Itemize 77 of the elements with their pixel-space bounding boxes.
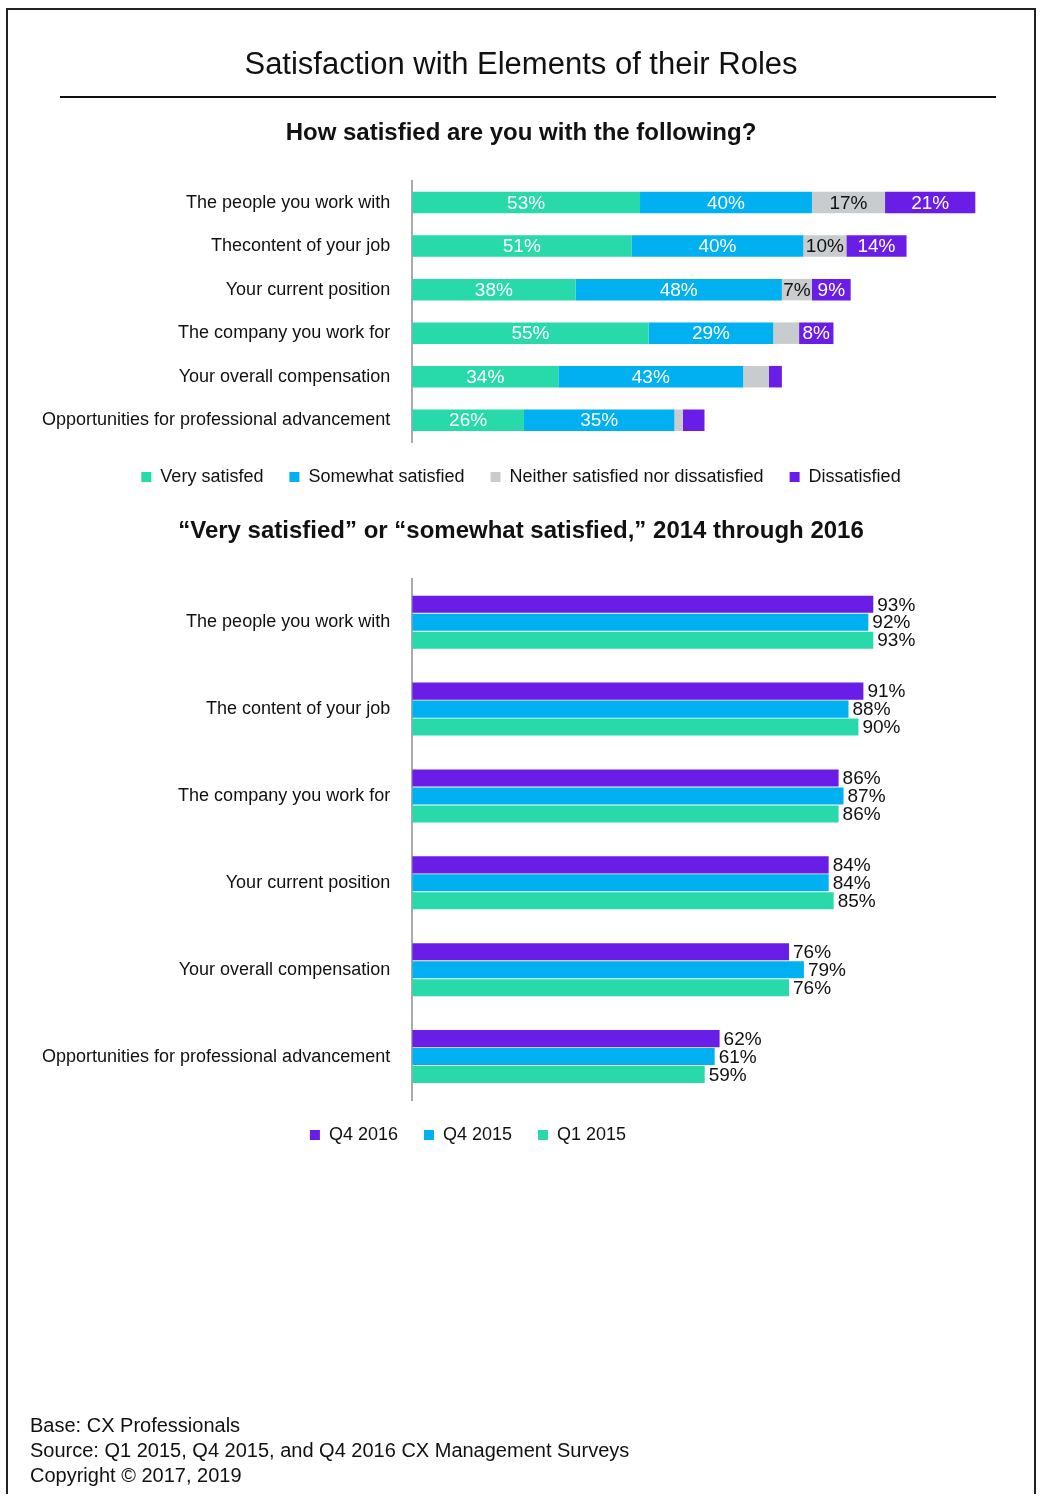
y-tick-label: The company you work for xyxy=(178,784,391,805)
y-tick-label: The people you work with xyxy=(186,191,391,212)
legend-label: Q1 2015 xyxy=(557,1123,627,1144)
data-label: 29% xyxy=(691,322,731,344)
bar xyxy=(640,191,812,214)
text: Base: CX Professionals xyxy=(30,1413,242,1438)
data-label: 7% xyxy=(783,278,811,300)
bar xyxy=(412,856,829,874)
bar xyxy=(412,769,839,787)
bar xyxy=(412,595,874,613)
data-label: 8% xyxy=(802,322,831,344)
source-note: Source: Q1 2015, Q4 2015, and Q4 2016 CX Management Surveys xyxy=(30,1438,630,1463)
bar xyxy=(412,943,790,961)
data-label: 53% xyxy=(507,191,546,213)
chart-subtitle: How satisfied are you with the following? xyxy=(284,118,758,146)
bar xyxy=(523,409,675,431)
bar xyxy=(674,409,684,431)
bar xyxy=(412,613,869,631)
y-tick-label: The company you work for xyxy=(178,322,391,343)
bar xyxy=(412,718,859,736)
data-label: 10% xyxy=(805,235,844,257)
bar xyxy=(412,235,632,257)
y-tick-label: Your current position xyxy=(225,871,391,892)
legend-label: Neither satisfied nor dissatisfied xyxy=(509,465,764,486)
data-label: 55% xyxy=(511,322,550,344)
bar xyxy=(743,365,769,388)
data-label: 17% xyxy=(829,191,868,213)
bar xyxy=(412,700,849,718)
bar xyxy=(412,805,839,823)
data-label: 26% xyxy=(449,409,488,431)
bar xyxy=(412,979,790,997)
chart-title: Satisfaction with Elements of their Roles xyxy=(243,46,799,82)
data-label: 34% xyxy=(466,365,505,387)
bar xyxy=(412,1030,720,1048)
chart-title: “Very satisfied” or “somewhat satisfied,” 2014 through 2016 xyxy=(177,516,865,544)
y-tick-label: Your overall compensation xyxy=(178,958,391,979)
text: Copyright © 2017, 2019 xyxy=(30,1463,243,1488)
legend-label: Dissatisfied xyxy=(808,465,901,486)
bar xyxy=(648,322,774,344)
data-label: 48% xyxy=(659,278,698,300)
legend-label: Q4 2015 xyxy=(442,1123,513,1144)
data-label: 14% xyxy=(857,235,896,257)
y-tick-label: Your overall compensation xyxy=(178,365,391,386)
y-tick-label: Opportunities for professional advancement xyxy=(41,409,391,430)
data-label: 40% xyxy=(706,191,746,213)
bar xyxy=(412,787,844,805)
bar xyxy=(768,365,782,388)
y-tick-label: Your current position xyxy=(225,278,391,299)
data-label: 9% xyxy=(817,278,846,300)
legend-label: Very satisfed xyxy=(160,465,264,486)
bar xyxy=(631,235,804,257)
y-tick-label: Thecontent of your job xyxy=(211,235,391,256)
y-tick-label: The people you work with xyxy=(186,611,391,632)
data-label: 38% xyxy=(474,278,513,300)
bar xyxy=(412,874,829,892)
y-tick-label: The content of your job xyxy=(206,698,391,719)
legend-label: Somewhat satisfied xyxy=(308,465,465,486)
bar xyxy=(683,409,705,431)
bar xyxy=(412,191,641,214)
bar xyxy=(412,892,834,910)
bar xyxy=(412,961,804,979)
bar xyxy=(412,409,524,431)
y-tick-label: Opportunities for professional advancement xyxy=(41,1045,391,1066)
data-label: 21% xyxy=(911,191,950,213)
bar xyxy=(412,322,649,344)
bar xyxy=(412,1065,705,1084)
data-label: 40% xyxy=(698,235,737,257)
bar xyxy=(575,278,782,301)
data-label: 51% xyxy=(502,235,541,257)
bar xyxy=(773,322,800,344)
data-label: 43% xyxy=(631,365,670,387)
bar xyxy=(412,631,874,649)
bar xyxy=(412,1048,715,1066)
bar xyxy=(558,365,744,388)
data-label: 35% xyxy=(580,409,619,431)
bar xyxy=(412,682,864,700)
legend-label: Q4 2016 xyxy=(328,1123,398,1144)
